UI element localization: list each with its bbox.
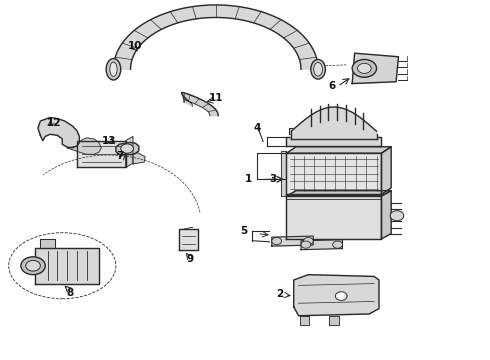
Polygon shape: [352, 53, 398, 84]
Polygon shape: [125, 136, 133, 167]
Text: 9: 9: [187, 254, 194, 264]
Circle shape: [358, 63, 371, 73]
Text: 13: 13: [102, 136, 117, 147]
Circle shape: [303, 238, 313, 245]
Ellipse shape: [314, 63, 322, 76]
Polygon shape: [116, 143, 139, 155]
Text: 7: 7: [116, 151, 123, 161]
Ellipse shape: [311, 59, 325, 79]
Polygon shape: [182, 93, 218, 116]
Circle shape: [21, 257, 45, 275]
Polygon shape: [287, 147, 391, 153]
Circle shape: [272, 238, 282, 245]
Text: 1: 1: [245, 174, 252, 184]
Polygon shape: [289, 128, 303, 134]
Text: 5: 5: [240, 226, 247, 236]
Text: 2: 2: [276, 289, 284, 299]
Text: 8: 8: [66, 288, 73, 297]
Polygon shape: [67, 138, 101, 154]
Polygon shape: [381, 147, 391, 194]
Text: 3: 3: [269, 174, 276, 184]
Circle shape: [301, 241, 311, 248]
Polygon shape: [38, 117, 79, 148]
Polygon shape: [329, 316, 339, 325]
Circle shape: [26, 260, 40, 271]
Text: 4: 4: [253, 123, 261, 133]
Polygon shape: [272, 236, 313, 246]
Circle shape: [390, 211, 404, 221]
Polygon shape: [40, 239, 55, 248]
Polygon shape: [287, 196, 381, 239]
Polygon shape: [294, 275, 379, 316]
Ellipse shape: [106, 59, 121, 80]
Circle shape: [335, 292, 347, 300]
Polygon shape: [35, 248, 99, 284]
Polygon shape: [299, 316, 309, 325]
Text: 6: 6: [328, 81, 335, 91]
Text: 10: 10: [128, 41, 143, 51]
Polygon shape: [301, 240, 343, 249]
Polygon shape: [281, 152, 287, 196]
Circle shape: [352, 59, 376, 77]
Text: 12: 12: [47, 118, 61, 128]
Polygon shape: [291, 107, 376, 139]
Polygon shape: [114, 5, 318, 69]
Polygon shape: [287, 195, 381, 199]
Polygon shape: [133, 153, 145, 164]
Text: 11: 11: [209, 93, 223, 103]
Polygon shape: [287, 137, 381, 146]
Polygon shape: [287, 153, 381, 194]
Polygon shape: [381, 191, 391, 239]
Polygon shape: [287, 191, 391, 196]
Circle shape: [333, 241, 343, 248]
Ellipse shape: [110, 62, 117, 76]
Polygon shape: [179, 229, 198, 249]
Polygon shape: [77, 141, 125, 167]
Circle shape: [121, 144, 133, 153]
